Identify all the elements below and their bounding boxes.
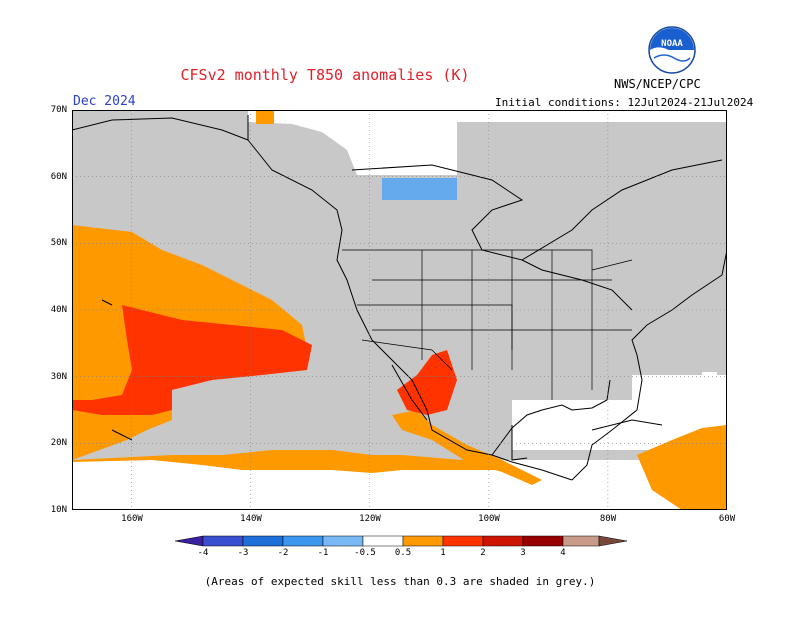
colorbar-arrow-right <box>598 535 627 547</box>
lat-label: 10N <box>50 505 67 515</box>
lon-label: 140W <box>240 514 262 524</box>
anomaly-red <box>72 305 457 415</box>
borders <box>342 249 633 400</box>
colorbar-arrow-left <box>175 535 204 547</box>
lat-label: 70N <box>50 105 67 115</box>
colorbar-label: 1 <box>440 548 446 558</box>
lat-label: 30N <box>50 372 67 382</box>
colorbar-swatch <box>522 535 564 547</box>
colorbar-label: 4 <box>560 548 566 558</box>
colorbar-label: 3 <box>520 548 526 558</box>
colorbar-label: 0.5 <box>394 548 412 558</box>
colorbar-label: 2 <box>480 548 486 558</box>
graticule <box>72 110 727 510</box>
colorbar <box>175 535 627 547</box>
lon-label: 160W <box>121 514 143 524</box>
colorbar-label: -3 <box>237 548 249 558</box>
anomaly-map <box>72 110 727 510</box>
colorbar-label: -2 <box>277 548 289 558</box>
footnote: (Areas of expected skill less than 0.3 a… <box>204 575 596 588</box>
anomaly-blue <box>382 178 457 200</box>
lon-label: 60W <box>718 514 736 524</box>
lat-label: 20N <box>50 438 67 448</box>
lon-label: 120W <box>359 514 381 524</box>
colorbar-swatch <box>242 535 284 547</box>
logo-text: NOAA <box>661 39 683 49</box>
noaa-logo: NOAA <box>648 26 696 74</box>
colorbar-swatch <box>322 535 364 547</box>
forecast-month: Dec 2024 <box>73 94 136 109</box>
initial-conditions: Initial conditions: 12Jul2024-21Jul2024 <box>495 96 754 109</box>
colorbar-label: -4 <box>197 548 209 558</box>
colorbar-swatch <box>202 535 244 547</box>
chart-title: CFSv2 monthly T850 anomalies (K) <box>180 66 470 84</box>
colorbar-swatch <box>402 535 444 547</box>
lat-label: 40N <box>50 305 67 315</box>
colorbar-swatch <box>562 535 600 547</box>
colorbar-swatch <box>362 535 404 547</box>
agency-label: NWS/NCEP/CPC <box>614 77 701 91</box>
lat-label: 50N <box>50 238 67 248</box>
colorbar-swatch <box>482 535 524 547</box>
colorbar-label: -1 <box>317 548 329 558</box>
coastlines <box>72 115 727 481</box>
lon-label: 80W <box>599 514 617 524</box>
lon-label: 100W <box>478 514 500 524</box>
lat-label: 60N <box>50 172 67 182</box>
colorbar-swatch <box>282 535 324 547</box>
colorbar-swatch <box>442 535 484 547</box>
colorbar-label: -0.5 <box>354 548 376 558</box>
